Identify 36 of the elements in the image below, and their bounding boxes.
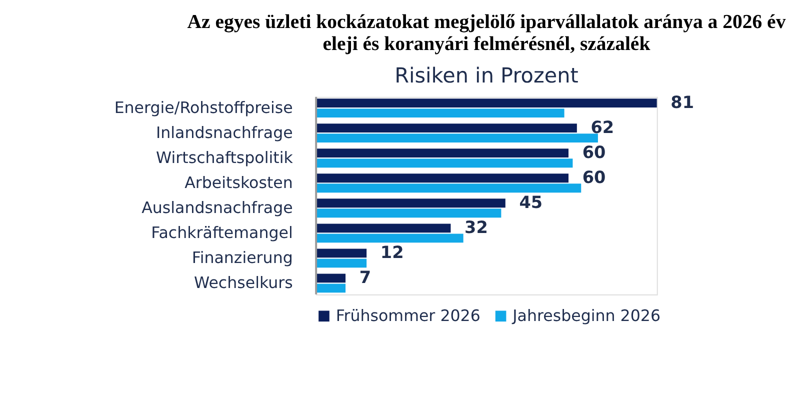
bar — [316, 224, 451, 233]
bar — [316, 248, 367, 258]
bar — [316, 208, 502, 218]
y-tick-label: Wirtschaftspolitik — [156, 148, 294, 168]
chart-title: Az egyes üzleti kockázatokat megjelölő iparvállalatok aránya a 2026 év eleji és koranyári felmérésnél, százalék — [187, 11, 786, 55]
y-tick-label: Auslandsnachfrage — [142, 198, 293, 218]
data-label: 81 — [670, 92, 694, 112]
bar — [316, 258, 367, 268]
data-label: 7 — [359, 267, 372, 288]
bar — [316, 108, 564, 118]
bar — [316, 134, 598, 143]
y-tick-label: Arbeitskosten — [184, 173, 293, 192]
legend-label: Frühsommer 2026 — [336, 306, 480, 326]
bar — [316, 158, 573, 168]
y-tick-label: Wechselkurs — [194, 273, 293, 292]
data-label: 32 — [464, 217, 488, 238]
y-tick-label: Inlandsnachfrage — [156, 123, 293, 142]
y-tick-label: Fachkräftemangel — [151, 223, 293, 242]
bar — [316, 284, 346, 293]
bar — [316, 184, 582, 193]
y-tick-label: Finanzierung — [192, 248, 293, 268]
data-label: 60 — [582, 167, 606, 188]
chart-subtitle: Risiken in Prozent — [394, 63, 578, 88]
legend-label: Jahresbeginn 2026 — [512, 306, 660, 326]
data-label: 45 — [519, 192, 543, 212]
bar — [316, 174, 568, 183]
bar — [316, 274, 346, 283]
bar — [316, 234, 464, 243]
bar — [316, 198, 506, 208]
data-label: 62 — [590, 117, 614, 138]
bar — [316, 124, 577, 133]
y-tick-label: Energie/Rohstoffpreise — [114, 98, 293, 118]
bar — [316, 98, 657, 108]
data-label: 60 — [582, 142, 606, 162]
bar — [316, 148, 568, 158]
data-label: 12 — [380, 242, 404, 262]
